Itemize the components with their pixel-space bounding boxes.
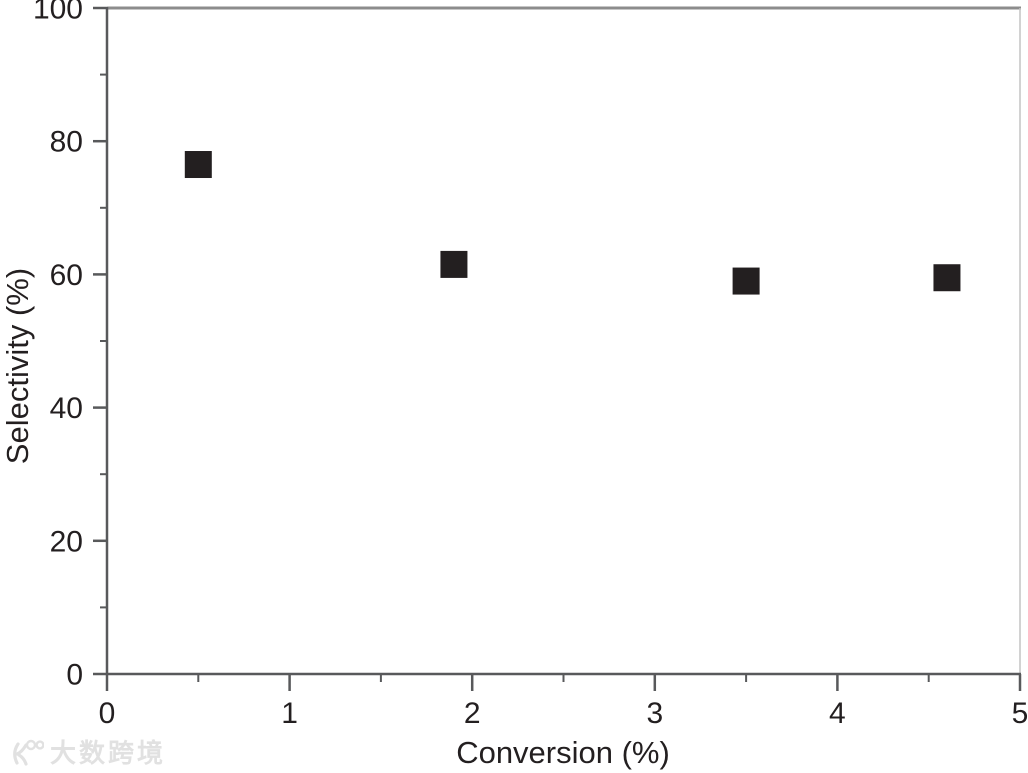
data-point-square: [732, 267, 760, 295]
y-tick-label: 80: [50, 126, 83, 159]
axis-ticks: [93, 6, 1022, 691]
axis-tick-labels: 0 20 40 60 80 100 0 1 2 3 4 5: [33, 0, 1028, 730]
y-tick-label: 60: [50, 259, 83, 292]
x-tick-label: 3: [646, 697, 663, 730]
x-tick-label: 0: [99, 697, 116, 730]
y-tick-label: 0: [66, 659, 83, 692]
x-tick-label: 5: [1012, 697, 1028, 730]
data-points: [184, 151, 961, 295]
x-axis-title: Conversion (%): [456, 735, 670, 770]
x-tick-label: 2: [464, 697, 481, 730]
x-tick-label: 4: [829, 697, 846, 730]
y-axis-title: Selectivity (%): [0, 268, 35, 464]
y-tick-label: 100: [33, 0, 83, 26]
data-point-square: [184, 151, 212, 179]
x-tick-label: 1: [281, 697, 298, 730]
plot-frame: [105, 6, 1021, 676]
y-tick-label: 20: [50, 525, 83, 558]
data-point-square: [933, 264, 961, 292]
data-point-square: [440, 250, 468, 278]
y-tick-label: 40: [50, 392, 83, 425]
